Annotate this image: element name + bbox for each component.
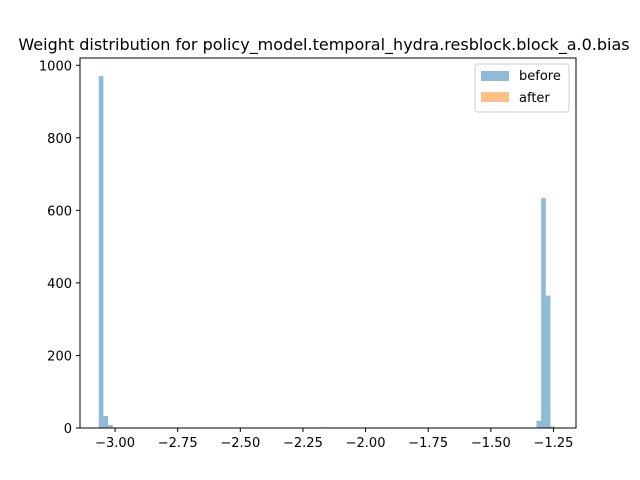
axes-frame <box>79 57 577 429</box>
y-tick-label: 0 <box>64 422 72 437</box>
x-tick-label: −1.50 <box>471 436 511 451</box>
x-tick-label: −2.50 <box>220 436 260 451</box>
bar-before-2 <box>108 425 113 428</box>
y-tick-label: 800 <box>47 132 72 147</box>
bar-before-0 <box>98 76 104 428</box>
bar-before-5 <box>545 295 551 428</box>
y-tick-label: 1000 <box>39 59 72 74</box>
y-tick-label: 200 <box>47 349 72 364</box>
bar-before-3 <box>536 420 542 428</box>
legend-label-after: after <box>519 91 550 106</box>
x-tick-label: −3.00 <box>95 436 135 451</box>
legend-swatch-after <box>481 92 509 102</box>
legend-label-before: before <box>519 69 561 84</box>
y-axis: 0 200 400 600 800 1000 <box>39 59 80 437</box>
legend: before after <box>474 63 570 113</box>
x-axis: −3.00 −2.75 −2.50 −2.25 −2.00 −1.75 −1.50 −1.25 <box>95 428 573 451</box>
x-tick-label: −2.75 <box>158 436 198 451</box>
bar-before-1 <box>103 416 109 428</box>
legend-swatch-before <box>481 71 509 81</box>
x-tick-label: −1.25 <box>534 436 574 451</box>
x-tick-label: −2.25 <box>283 436 323 451</box>
y-tick-label: 400 <box>47 277 72 292</box>
bar-before-4 <box>541 198 546 428</box>
bars-layer <box>98 76 556 428</box>
y-tick-label: 600 <box>47 204 72 219</box>
x-tick-label: −1.75 <box>408 436 448 451</box>
chart-title: Weight distribution for policy_model.tem… <box>18 35 629 55</box>
x-tick-label: −2.00 <box>346 436 386 451</box>
bar-before-6 <box>550 426 556 428</box>
